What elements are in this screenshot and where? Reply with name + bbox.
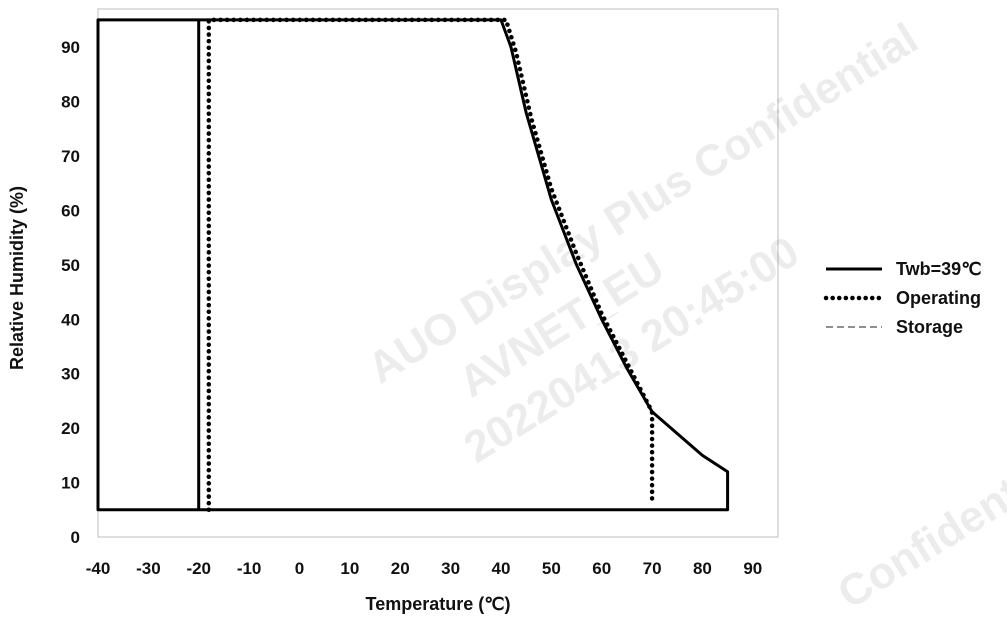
x-tick-label: 20 (391, 559, 410, 578)
y-tick-label: 50 (61, 256, 80, 275)
x-tick-label: -40 (86, 559, 111, 578)
x-tick-label: -30 (136, 559, 161, 578)
y-axis-title: Relative Humidity (%) (7, 186, 27, 370)
y-tick-label: 90 (61, 38, 80, 57)
legend-label: Storage (896, 317, 963, 337)
series-line-solid (96, 18, 730, 512)
series-line-dotted (206, 17, 655, 513)
y-axis-ticks: 0 10 20 30 40 50 60 70 80 90 (61, 38, 80, 547)
x-tick-label: 50 (542, 559, 561, 578)
y-tick-label: 20 (61, 419, 80, 438)
y-tick-label: 30 (61, 365, 80, 384)
x-tick-label: 40 (492, 559, 511, 578)
x-tick-label: 30 (441, 559, 460, 578)
y-tick-label: 10 (61, 474, 80, 493)
x-tick-label: 70 (643, 559, 662, 578)
y-tick-label: 40 (61, 310, 80, 329)
x-tick-label: -20 (186, 559, 211, 578)
y-tick-label: 80 (61, 93, 80, 112)
x-tick-label: 10 (340, 559, 359, 578)
x-axis-ticks: -40 -30 -20 -10 0 10 20 30 40 50 60 70 80 90 (86, 559, 763, 578)
x-axis-title: Temperature (℃) (366, 594, 511, 614)
x-tick-label: 0 (295, 559, 304, 578)
y-tick-label: 0 (71, 528, 80, 547)
legend-label: Twb=39℃ (896, 259, 981, 279)
y-tick-label: 60 (61, 201, 80, 220)
y-tick-label: 70 (61, 147, 80, 166)
series-layer (96, 17, 730, 513)
legend: Twb=39℃ Operating Storage (823, 259, 981, 337)
watermark-corner: Confidential (829, 442, 1007, 618)
x-tick-label: 80 (693, 559, 712, 578)
x-tick-label: 60 (592, 559, 611, 578)
x-tick-label: -10 (237, 559, 262, 578)
legend-label: Operating (896, 288, 981, 308)
x-tick-label: 90 (743, 559, 762, 578)
